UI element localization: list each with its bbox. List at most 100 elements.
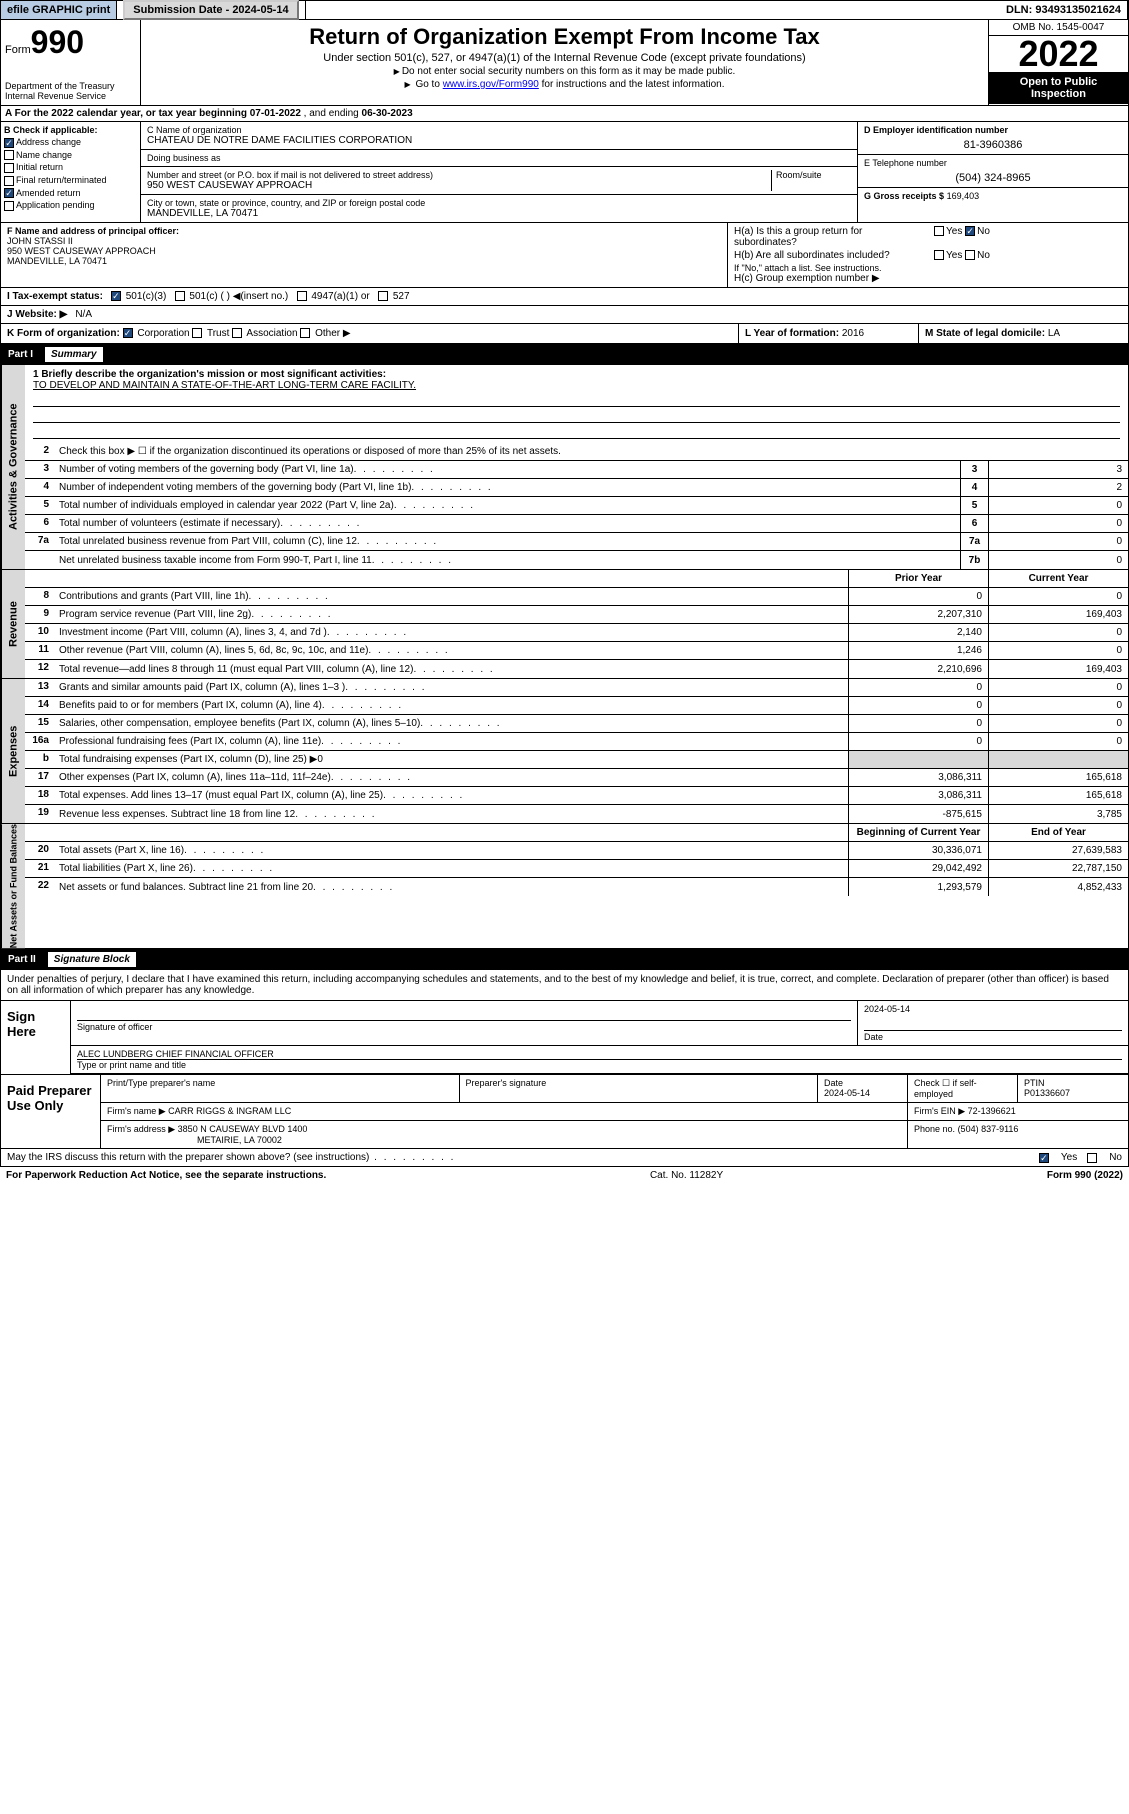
col-c-org-info: C Name of organization CHATEAU DE NOTRE … — [141, 122, 858, 222]
form-subtitle: Under section 501(c), 527, or 4947(a)(1)… — [149, 52, 980, 64]
discuss-no: No — [1109, 1152, 1122, 1163]
net-current: 4,852,433 — [988, 878, 1128, 896]
dept-treasury: Department of the Treasury — [5, 81, 136, 91]
ha-yes-check[interactable] — [934, 226, 944, 236]
sign-block: Sign Here Signature of officer 2024-05-1… — [0, 1001, 1129, 1075]
note2-post: for instructions and the latest informat… — [539, 79, 725, 90]
i-check-0[interactable]: ✓ — [111, 291, 121, 301]
street-value: 950 WEST CAUSEWAY APPROACH — [147, 180, 771, 191]
rev-current: 0 — [988, 642, 1128, 659]
paid-title: Paid Preparer Use Only — [1, 1075, 101, 1148]
tax-year-end: 06-30-2023 — [362, 108, 413, 119]
rev-prior: 2,207,310 — [848, 606, 988, 623]
exp-prior: 3,086,311 — [848, 769, 988, 786]
k-check-2[interactable] — [232, 328, 242, 338]
form-title: Return of Organization Exempt From Incom… — [149, 24, 980, 50]
rev-desc: Total revenue—add lines 8 through 11 (mu… — [53, 660, 848, 678]
hb-no-check[interactable] — [965, 250, 975, 260]
mission-block: 1 Briefly describe the organization's mi… — [25, 365, 1128, 443]
sign-date: 2024-05-14 — [864, 1004, 1122, 1014]
part1-header: Part I Summary — [0, 344, 1129, 365]
hdr-current: Current Year — [988, 570, 1128, 587]
i-check-3[interactable] — [378, 291, 388, 301]
section-fh: F Name and address of principal officer:… — [0, 223, 1129, 288]
b-check-5[interactable] — [4, 201, 14, 211]
i-check-1[interactable] — [175, 291, 185, 301]
gov-desc: Total unrelated business revenue from Pa… — [53, 533, 960, 550]
b-check-4[interactable]: ✓ — [4, 188, 14, 198]
tax-year-begin: 07-01-2022 — [250, 108, 301, 119]
ha-yes: Yes — [946, 226, 962, 237]
prep-date-hdr: Date — [824, 1078, 901, 1088]
form-ref: Form 990 (2022) — [1047, 1170, 1123, 1181]
mission-label: 1 Briefly describe the organization's mi… — [33, 369, 386, 380]
sig-label: Signature of officer — [77, 1020, 851, 1032]
org-name: CHATEAU DE NOTRE DAME FACILITIES CORPORA… — [147, 135, 851, 146]
gov-desc: Number of independent voting members of … — [53, 479, 960, 496]
gov-val: 0 — [988, 497, 1128, 514]
row-a-mid: , and ending — [304, 108, 359, 119]
open-inspection: Open to Public Inspection — [989, 72, 1128, 104]
ha-label2: subordinates? — [734, 237, 797, 248]
submission-date-button[interactable]: Submission Date - 2024-05-14 — [123, 0, 298, 20]
b-check-1[interactable] — [4, 150, 14, 160]
website-value: N/A — [75, 309, 92, 320]
hb-note: If "No," attach a list. See instructions… — [734, 263, 1122, 273]
ptin-hdr: PTIN — [1024, 1078, 1122, 1088]
hdr-begin: Beginning of Current Year — [848, 824, 988, 841]
exp-prior — [848, 751, 988, 768]
tab-revenue: Revenue — [1, 570, 25, 678]
gov-val: 2 — [988, 479, 1128, 496]
exp-current: 0 — [988, 733, 1128, 750]
room-label: Room/suite — [771, 170, 851, 191]
governance-section: Activities & Governance 1 Briefly descri… — [0, 365, 1129, 570]
row-k-form-org: K Form of organization: ✓ Corporation Tr… — [0, 324, 1129, 344]
rev-current: 169,403 — [988, 606, 1128, 623]
i-check-2[interactable] — [297, 291, 307, 301]
exp-prior: 0 — [848, 715, 988, 732]
gov-box: 7b — [960, 551, 988, 569]
k-check-3[interactable] — [300, 328, 310, 338]
net-desc: Total assets (Part X, line 16) — [53, 842, 848, 859]
revenue-section: Revenue Prior YearCurrent Year 8Contribu… — [0, 570, 1129, 679]
j-label: J Website: ▶ — [7, 309, 67, 320]
firm-phone-label: Phone no. — [914, 1124, 955, 1134]
tab-net-assets: Net Assets or Fund Balances — [1, 824, 25, 948]
net-prior: 1,293,579 — [848, 878, 988, 896]
ein-label: D Employer identification number — [864, 125, 1008, 135]
b-item-4: Amended return — [16, 188, 81, 198]
tax-year: 2022 — [989, 36, 1128, 72]
col-b-checkboxes: B Check if applicable: ✓Address changeNa… — [1, 122, 141, 222]
exp-current: 165,618 — [988, 769, 1128, 786]
ha-no-check[interactable]: ✓ — [965, 226, 975, 236]
irs-link[interactable]: www.irs.gov/Form990 — [443, 79, 539, 90]
b-check-2[interactable] — [4, 163, 14, 173]
inspect1: Open to Public — [993, 76, 1124, 88]
discuss-no-check[interactable] — [1087, 1153, 1097, 1163]
k-check-0[interactable]: ✓ — [123, 328, 133, 338]
b-check-3[interactable] — [4, 176, 14, 186]
discuss-yes-check[interactable]: ✓ — [1039, 1153, 1049, 1163]
rev-desc: Contributions and grants (Part VIII, lin… — [53, 588, 848, 605]
gov-val: 0 — [988, 515, 1128, 532]
signer-name: ALEC LUNDBERG CHIEF FINANCIAL OFFICER — [77, 1049, 1122, 1059]
col-f-officer: F Name and address of principal officer:… — [1, 223, 728, 287]
inspect2: Inspection — [993, 88, 1124, 100]
hb-no: No — [977, 250, 990, 261]
note-ssn: Do not enter social security numbers on … — [149, 66, 980, 77]
k-check-1[interactable] — [192, 328, 202, 338]
b-check-0[interactable]: ✓ — [4, 138, 14, 148]
gov-box: 3 — [960, 461, 988, 478]
rev-current: 0 — [988, 588, 1128, 605]
mission-text: TO DEVELOP AND MAINTAIN A STATE-OF-THE-A… — [33, 380, 1120, 391]
ptin-value: P01336607 — [1024, 1088, 1122, 1098]
discuss-row: May the IRS discuss this return with the… — [0, 1149, 1129, 1167]
hb-yes-check[interactable] — [934, 250, 944, 260]
city-value: MANDEVILLE, LA 70471 — [147, 208, 851, 219]
discuss-text: May the IRS discuss this return with the… — [7, 1152, 455, 1163]
exp-desc: Total fundraising expenses (Part IX, col… — [53, 751, 848, 768]
note-link: Go to www.irs.gov/Form990 for instructio… — [149, 79, 980, 90]
b-item-1: Name change — [16, 150, 72, 160]
firm-addr2: METAIRIE, LA 70002 — [197, 1135, 282, 1145]
exp-prior: 0 — [848, 733, 988, 750]
